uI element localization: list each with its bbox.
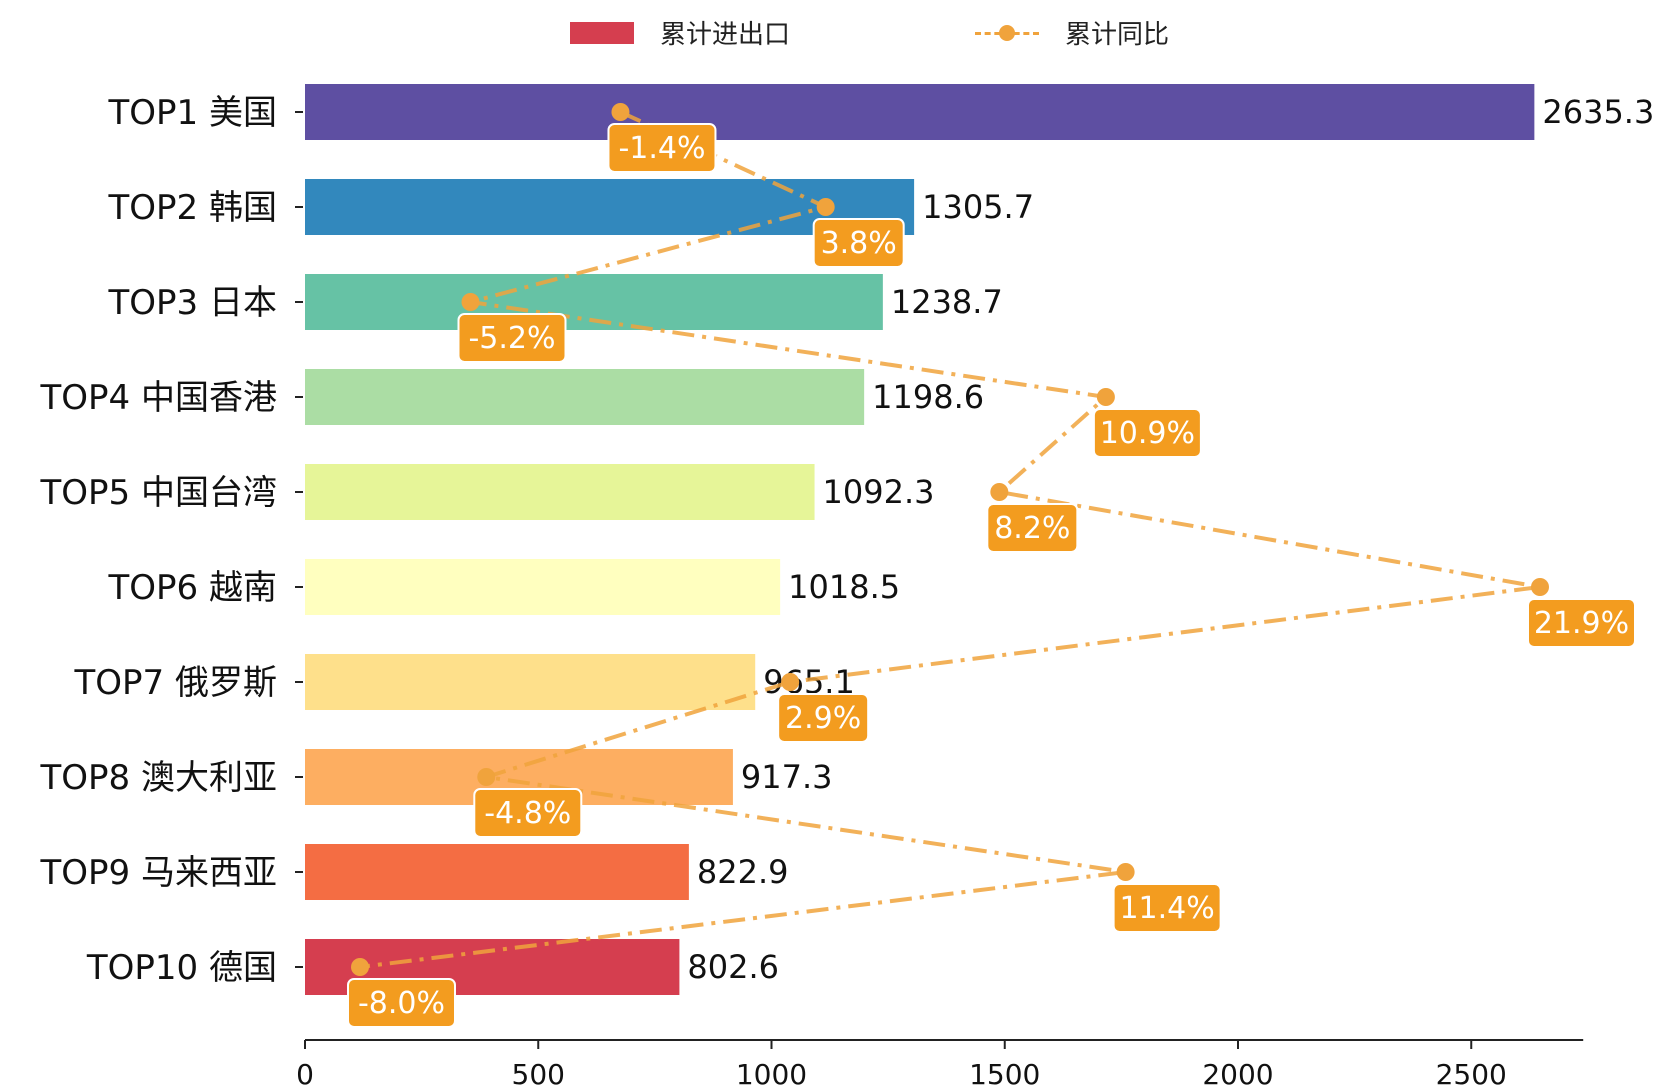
yoy-label-1: -1.4% [618,131,705,166]
yoy-point-1 [611,103,630,121]
yoy-point-5 [990,483,1009,501]
yoy-point-9 [1116,863,1135,881]
bar-2 [305,179,915,235]
bar-value-label-9: 822.9 [697,853,789,891]
yoy-label-7: 2.9% [785,701,861,736]
category-label-2: TOP2 韩国 [108,188,277,228]
x-tick-label-500: 500 [512,1058,565,1091]
yoy-label-10: -8.0% [358,986,445,1021]
category-label-10: TOP10 德国 [86,948,277,988]
bar-value-label-10: 802.6 [687,948,779,986]
legend-item-line: 累计同比 [975,14,1169,51]
bar-5 [305,464,815,520]
category-label-6: TOP6 越南 [108,568,277,608]
category-label-4: TOP4 中国香港 [40,378,277,418]
y-axis: TOP1 美国 TOP2 韩国 TOP3 日本 TOP4 中国香港 TOP5 中国台湾 T… [40,93,303,988]
category-label-3: TOP3 日本 [108,283,277,323]
category-label-5: TOP5 中国台湾 [40,473,277,513]
yoy-label-box-8 [473,788,583,838]
yoy-point-8 [477,768,496,786]
bar-value-label-4: 1198.6 [872,378,984,416]
yoy-label-8: -4.8% [484,796,571,831]
category-label-9: TOP9 马来西亚 [40,853,277,893]
legend-bar-label: 累计进出口 [660,20,791,50]
yoy-label-2: 3.8% [821,226,897,261]
bar-6 [305,559,781,615]
bar-value-label-5: 1092.3 [823,473,935,511]
yoy-line-series: -1.4% 3.8% -5.2% 10.9% 8.2% 21.9% 2.9% -4.8% 11.… [347,103,1636,1028]
legend-line-label: 累计同比 [1065,20,1170,50]
bar-value-label-1: 2635.3 [1542,93,1654,131]
bar-9 [305,844,689,900]
legend-line-swatch [975,22,1039,44]
yoy-label-box-5 [986,503,1079,553]
bar-value-label-6: 1018.5 [788,568,900,606]
yoy-label-box-4 [1092,408,1202,458]
x-tick-label-1500: 1500 [969,1058,1040,1091]
category-label-7: TOP7 俄罗斯 [74,663,277,703]
bar-series [305,84,1535,995]
yoy-label-box-1 [607,123,717,173]
yoy-point-7 [781,673,800,691]
bar-4 [305,369,865,425]
x-tick-label-0: 0 [296,1058,314,1091]
x-tick-label-2500: 2500 [1436,1058,1507,1091]
yoy-label-box-6 [1527,598,1636,648]
bar-value-label-8: 917.3 [741,758,833,796]
legend-item-bar: 累计进出口 [570,14,790,51]
yoy-line [359,110,1541,969]
yoy-point-10 [351,958,369,976]
bar-value-label-2: 1305.7 [922,188,1034,226]
yoy-label-box-2 [812,218,905,268]
yoy-point-2 [816,198,835,216]
yoy-point-6 [1531,578,1549,596]
bar-7 [305,654,756,710]
yoy-label-6: 21.9% [1534,606,1629,641]
bar-1 [305,84,1535,140]
yoy-label-5: 8.2% [994,511,1070,546]
yoy-label-3: -5.2% [468,321,555,356]
bar-value-label-3: 1238.7 [891,283,1003,321]
x-tick-label-2000: 2000 [1202,1058,1273,1091]
yoy-label-4: 10.9% [1100,416,1195,451]
legend: 累计进出口 累计同比 [0,8,1666,52]
bar-value-labels: 2635.31305.71238.71198.61092.31018.5965.… [687,93,1654,986]
category-label-8: TOP8 澳大利亚 [40,758,277,798]
yoy-point-4 [1096,388,1115,406]
yoy-label-9: 11.4% [1119,891,1214,926]
yoy-point-3 [461,293,480,311]
x-tick-label-1000: 1000 [736,1058,807,1091]
yoy-label-box-9 [1112,883,1222,933]
yoy-label-box-3 [457,313,567,363]
yoy-label-box-7 [777,693,870,743]
yoy-label-box-10 [347,978,456,1028]
legend-bar-swatch [570,21,634,44]
category-label-1: TOP1 美国 [108,93,277,133]
x-axis: 0 500 1000 1500 2000 2500 [296,1039,1584,1091]
